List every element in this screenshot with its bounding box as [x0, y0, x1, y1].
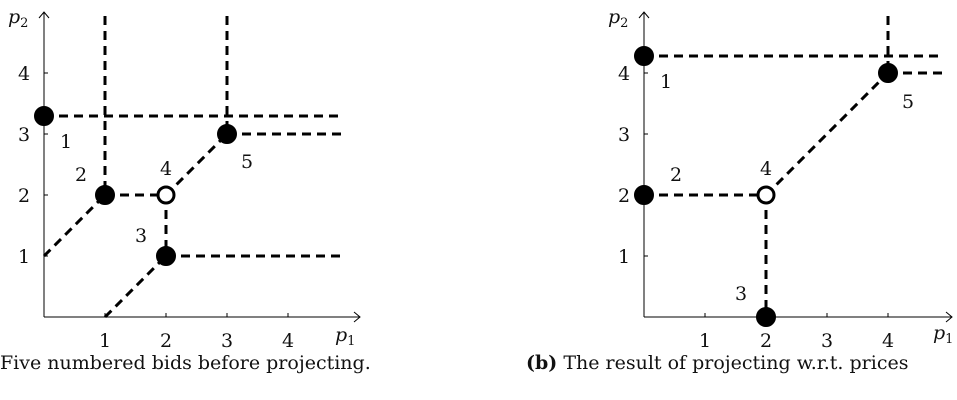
- point-label: 2: [670, 164, 682, 186]
- panel-b: 1 2 3 4 1 2 3 4 p2 p1: [608, 6, 953, 352]
- bid-point-4: [756, 185, 776, 205]
- x-tick-label: 3: [221, 330, 233, 352]
- y-tick-label: 2: [18, 185, 30, 207]
- bid-point-3: [756, 307, 776, 327]
- y-axis-arrow-b: [638, 11, 650, 19]
- bid-point-5: [878, 63, 898, 83]
- panel-a: 1 2 3 4 1 2 3 4 p2 p1: [8, 6, 361, 352]
- bid-point-2: [95, 185, 115, 205]
- x-tick-label: 3: [821, 330, 833, 352]
- y-ticks-a: 1 2 3 4: [18, 63, 48, 268]
- x-ticks-a: 1 2 3 4: [99, 313, 294, 352]
- point-label: 1: [660, 71, 672, 93]
- point-label: 4: [160, 158, 172, 180]
- bid-point-2: [634, 185, 654, 205]
- x-axis-arrow-b: [945, 311, 953, 323]
- x-ticks-b: 1 2 3 4: [699, 313, 894, 352]
- x-axis-arrow-a: [353, 311, 361, 323]
- point-label: 3: [135, 225, 147, 247]
- x-tick-label: 2: [160, 330, 172, 352]
- point-label: 3: [735, 283, 747, 305]
- x-tick-label: 1: [99, 330, 111, 352]
- y-tick-label: 3: [618, 124, 630, 146]
- bid-lines-b: [644, 16, 944, 317]
- bid-point-1: [634, 46, 654, 66]
- y-tick-label: 1: [618, 246, 630, 268]
- point-label: 1: [60, 131, 72, 153]
- y-axis-label-b: p2: [608, 6, 628, 31]
- bid-point-1: [34, 106, 54, 126]
- x-tick-label: 2: [760, 330, 772, 352]
- y-axis-arrow-a: [38, 11, 50, 19]
- point-label: 5: [241, 151, 253, 173]
- x-tick-label: 4: [282, 330, 294, 352]
- y-tick-label: 3: [18, 124, 30, 146]
- bid-point-4: [156, 185, 176, 205]
- y-ticks-b: 1 2 3 4: [618, 63, 648, 268]
- x-tick-label: 1: [699, 330, 711, 352]
- y-axis-label-a: p2: [8, 6, 28, 31]
- y-tick-label: 1: [18, 246, 30, 268]
- y-tick-label: 4: [618, 63, 630, 85]
- x-axis-label-b: p1: [933, 322, 953, 347]
- bid-point-3: [156, 246, 176, 266]
- point-label: 4: [760, 158, 772, 180]
- bid-lines-a: [42, 16, 344, 319]
- x-tick-label: 4: [882, 330, 894, 352]
- point-label: 5: [902, 91, 914, 113]
- caption-a: Five numbered bids before projecting.: [0, 352, 371, 374]
- y-tick-label: 4: [18, 63, 30, 85]
- x-axis-label-a: p1: [335, 324, 355, 349]
- y-tick-label: 2: [618, 185, 630, 207]
- point-label: 2: [75, 164, 87, 186]
- bid-point-5: [217, 124, 237, 144]
- caption-b: (b) The result of projecting w.r.t. pric…: [526, 352, 909, 374]
